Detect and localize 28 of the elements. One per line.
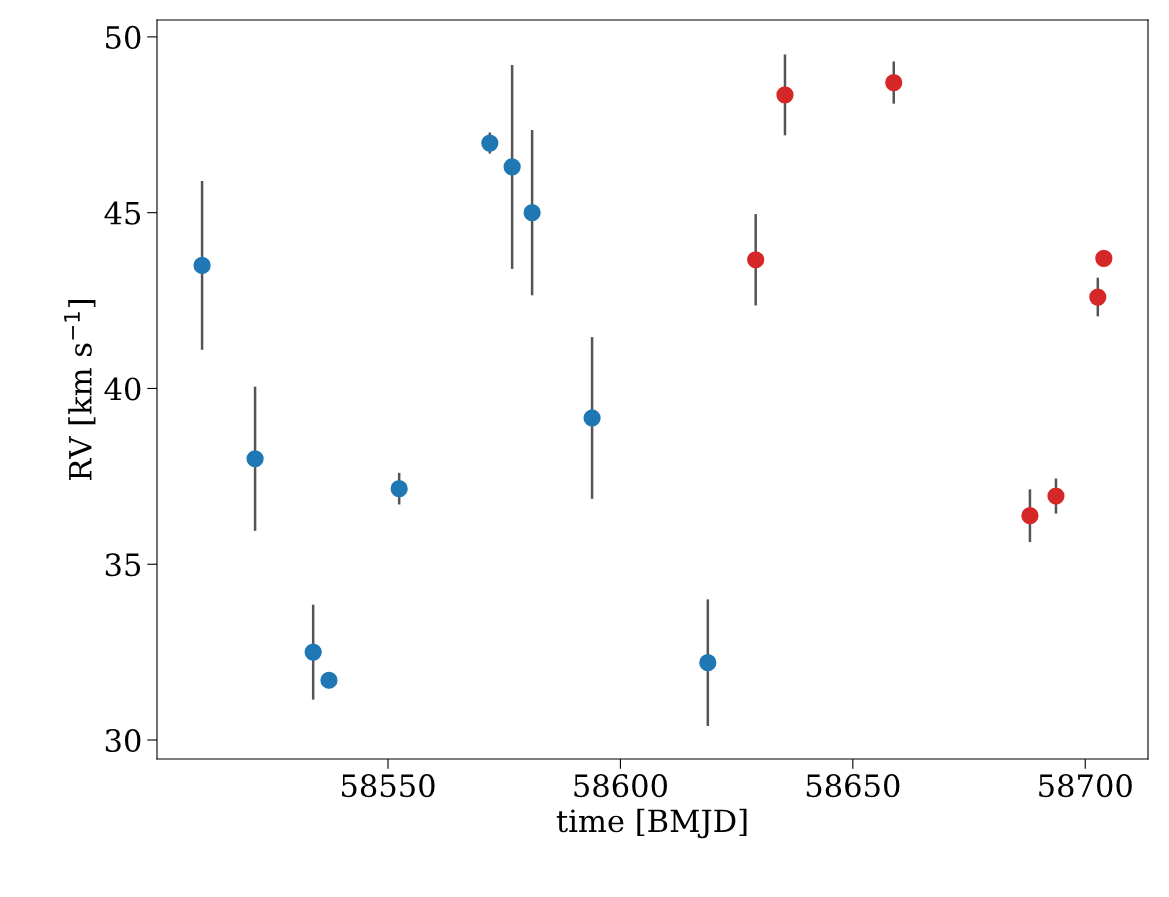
point (1089, 288, 1107, 306)
x-tick-label: 58650 (806, 774, 900, 798)
point (747, 251, 765, 269)
y-tick-label: 45 (104, 201, 141, 225)
y-tick-label: 35 (105, 553, 141, 577)
x-tick-label: 58600 (574, 774, 667, 798)
point (1095, 249, 1113, 267)
point (583, 409, 601, 427)
point (193, 256, 211, 275)
point (776, 86, 794, 104)
y-axis-title: RV [km s$^{−1}$] (64, 300, 96, 480)
y-tick-label: 40 (104, 377, 141, 401)
point (1021, 507, 1039, 525)
x-axis-title: time [BMJD] (556, 808, 747, 839)
x-tick-label: 58700 (1039, 774, 1132, 798)
point (390, 480, 408, 498)
point (503, 158, 521, 176)
point (304, 643, 322, 661)
point (481, 134, 499, 152)
y-tick-label: 50 (106, 25, 141, 49)
x-tick-label: 58550 (342, 774, 435, 798)
point (523, 204, 541, 222)
point (320, 671, 338, 689)
point (1047, 487, 1065, 505)
point (885, 73, 903, 92)
point (246, 450, 264, 468)
y-tick-label: 30 (105, 728, 141, 753)
point (699, 654, 717, 672)
